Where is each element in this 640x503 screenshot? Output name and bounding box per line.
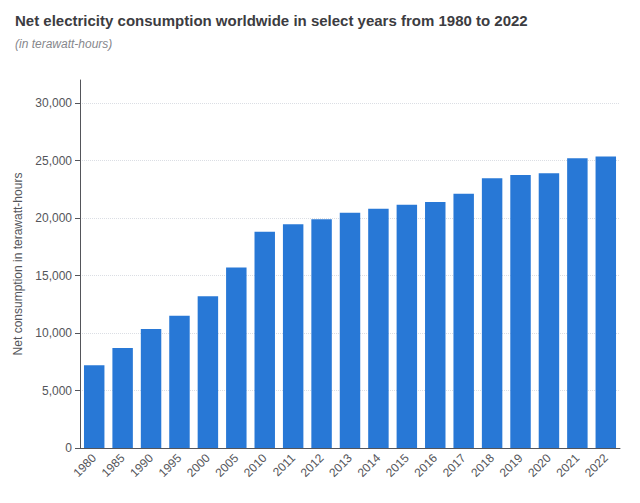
svg-text:20,000: 20,000	[35, 211, 72, 225]
svg-text:0: 0	[65, 441, 72, 455]
svg-text:10,000: 10,000	[35, 326, 72, 340]
svg-text:2016: 2016	[411, 451, 440, 480]
svg-text:15,000: 15,000	[35, 269, 72, 283]
svg-text:1985: 1985	[99, 451, 128, 480]
svg-text:2015: 2015	[383, 451, 412, 480]
svg-text:2022: 2022	[582, 451, 611, 480]
svg-text:2012: 2012	[298, 451, 327, 480]
svg-text:2013: 2013	[326, 451, 355, 480]
svg-text:5,000: 5,000	[42, 384, 72, 398]
svg-text:2019: 2019	[497, 451, 526, 480]
svg-text:2000: 2000	[184, 451, 213, 480]
svg-text:2011: 2011	[270, 451, 298, 479]
svg-text:2020: 2020	[525, 451, 554, 480]
svg-text:2021: 2021	[554, 451, 583, 480]
svg-text:Net electricity consumption wo: Net electricity consumption worldwide in…	[15, 12, 528, 29]
svg-text:2017: 2017	[440, 451, 469, 480]
svg-text:2005: 2005	[213, 451, 242, 480]
svg-text:Net consumption in terawatt-ho: Net consumption in terawatt-hours	[11, 173, 25, 356]
svg-text:2018: 2018	[468, 451, 497, 480]
svg-text:1990: 1990	[127, 451, 156, 480]
svg-text:(in terawatt-hours): (in terawatt-hours)	[15, 37, 112, 51]
svg-text:1995: 1995	[156, 451, 185, 480]
svg-text:1980: 1980	[70, 451, 99, 480]
svg-text:25,000: 25,000	[35, 154, 72, 168]
svg-text:2010: 2010	[241, 451, 270, 480]
svg-text:2014: 2014	[355, 451, 384, 480]
svg-text:30,000: 30,000	[35, 96, 72, 110]
